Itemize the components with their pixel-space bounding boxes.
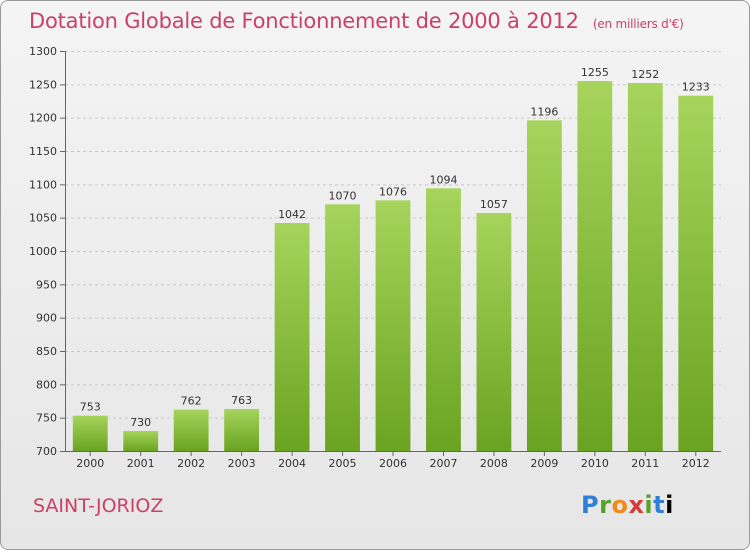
- bar-value-label: 1233: [682, 81, 710, 94]
- bar-value-label: 1070: [329, 189, 357, 202]
- logo-letter: o: [611, 491, 629, 519]
- y-tick-label: 800: [36, 378, 57, 391]
- x-tick-label: 2010: [581, 457, 609, 470]
- logo-letter: P: [581, 491, 600, 519]
- y-tick-label: 1000: [29, 245, 57, 258]
- bar: [678, 95, 714, 452]
- bar-value-label: 1196: [530, 105, 558, 118]
- x-tick-label: 2009: [530, 457, 558, 470]
- y-tick-label: 850: [36, 345, 57, 358]
- logo-letter: r: [599, 491, 612, 519]
- bar-value-label: 762: [181, 395, 202, 408]
- commune-name: SAINT-JORIOZ: [33, 495, 164, 517]
- axes: [60, 51, 721, 456]
- y-tick-label: 1050: [29, 212, 57, 225]
- y-tick-label: 1100: [29, 178, 57, 191]
- x-tick-label: 2005: [329, 457, 357, 470]
- y-tick-label: 1250: [29, 78, 57, 91]
- logo-letter: x: [628, 491, 645, 519]
- x-tick-label: 2011: [631, 457, 659, 470]
- bar: [224, 409, 260, 451]
- x-tick-label: 2000: [76, 457, 104, 470]
- bar-value-label: 1042: [278, 208, 306, 221]
- x-tick-label: 2008: [480, 457, 508, 470]
- y-tick-label: 950: [36, 278, 57, 291]
- bar: [476, 213, 512, 451]
- proxiti-logo: Proxiti: [581, 491, 674, 519]
- bar: [577, 81, 613, 451]
- bar: [325, 204, 360, 451]
- y-tick-label: 1200: [29, 112, 57, 125]
- bar-value-label: 1076: [379, 185, 407, 198]
- bar: [123, 431, 159, 451]
- chart-title-text: Dotation Globale de Fonctionnement de 20…: [29, 9, 579, 33]
- logo-letter: t: [653, 491, 666, 519]
- bar-value-label: 763: [231, 394, 252, 407]
- x-tick-label: 2012: [682, 457, 710, 470]
- y-tick-label: 1300: [29, 45, 57, 58]
- x-tick-label: 2001: [127, 457, 155, 470]
- y-tick-label: 1150: [29, 145, 57, 158]
- chart-unit: (en milliers d'€): [592, 17, 684, 31]
- bar-value-label: 1094: [429, 173, 457, 186]
- bar: [375, 200, 411, 451]
- y-tick-label: 750: [36, 412, 57, 425]
- bar: [72, 415, 108, 451]
- bar-value-label: 753: [80, 401, 101, 414]
- y-tick-label: 900: [36, 312, 57, 325]
- bar-value-label: 730: [130, 416, 151, 429]
- x-tick-label: 2002: [177, 457, 205, 470]
- bar: [274, 223, 310, 451]
- bar-value-label: 1252: [631, 68, 659, 81]
- y-tick-label: 700: [36, 445, 57, 458]
- bar: [426, 188, 461, 452]
- bar: [526, 120, 562, 451]
- x-tick-label: 2006: [379, 457, 407, 470]
- bar: [627, 83, 663, 451]
- x-tick-label: 2003: [228, 457, 256, 470]
- logo-letter: i: [665, 491, 674, 519]
- x-tick-label: 2007: [429, 457, 457, 470]
- bar-value-label: 1057: [480, 198, 508, 211]
- bar: [173, 409, 209, 451]
- bars: [72, 81, 714, 452]
- labels: 700 750 800 850 900 950 1000 1050 1100 1150 1200 12…: [29, 45, 710, 470]
- x-tick-label: 2004: [278, 457, 306, 470]
- bar-value-label: 1255: [581, 66, 609, 79]
- logo-letter: i: [644, 491, 654, 519]
- chart-title: Dotation Globale de Fonctionnement de 20…: [29, 9, 684, 33]
